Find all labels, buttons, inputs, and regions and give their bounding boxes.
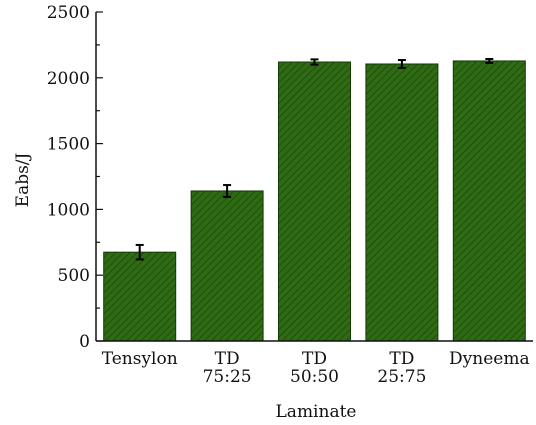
bar	[103, 251, 177, 342]
y-tick-label: 1000	[47, 200, 90, 220]
x-tick-label: Dyneema	[449, 349, 530, 369]
y-tick-label: 500	[58, 266, 90, 286]
bar	[190, 190, 264, 342]
x-tick-label: TD 50:50	[290, 349, 339, 387]
y-tick-label: 0	[79, 332, 90, 352]
bar	[365, 63, 439, 342]
y-tick-label: 2000	[47, 69, 90, 89]
x-tick-label: Tensylon	[102, 349, 178, 369]
bar	[278, 61, 351, 342]
x-axis-title: Laminate	[276, 402, 357, 422]
x-tick-label: TD 75:25	[203, 349, 252, 387]
bar	[452, 60, 526, 342]
y-tick-label: 1500	[47, 135, 90, 155]
x-tick-label: TD 25:75	[377, 349, 426, 387]
y-tick-label: 2500	[47, 3, 90, 23]
y-axis-title: Eabs/J	[13, 152, 33, 207]
